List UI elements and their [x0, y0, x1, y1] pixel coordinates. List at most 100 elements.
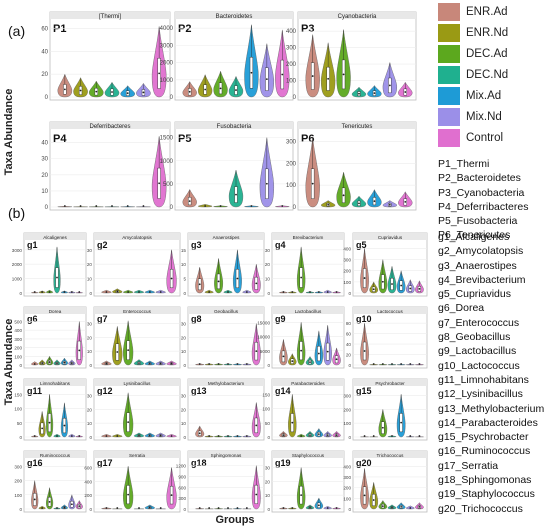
panel-title: Sphingomonas — [211, 453, 242, 458]
panel-strip — [353, 451, 427, 458]
median-dot — [116, 507, 119, 509]
genus-name: g14_Parabacteroides — [438, 416, 538, 429]
median-dot — [388, 84, 391, 87]
median-dot — [255, 493, 258, 496]
median-dot — [70, 435, 73, 437]
median-dot — [127, 291, 130, 293]
genus-name: g7_Enterococcus — [438, 316, 520, 329]
panel-frame — [271, 232, 345, 297]
panel-strip — [175, 122, 293, 129]
y-tick-label: 0 — [267, 363, 270, 368]
median-dot — [138, 362, 140, 365]
panel-strip — [188, 233, 264, 240]
median-dot — [342, 194, 345, 197]
y-tick-label: 10 — [87, 277, 93, 282]
y-tick-label: 400 — [14, 328, 22, 333]
panel-frame — [23, 378, 87, 441]
y-tick-label: 40 — [41, 141, 48, 147]
panel-title: Staphylococcus — [292, 453, 325, 458]
median-dot — [418, 287, 421, 290]
y-tick-label: 15 — [181, 248, 187, 253]
panel-strip — [272, 307, 344, 314]
median-dot — [381, 505, 384, 508]
panel-title: Parabacteroides — [291, 381, 325, 386]
median-dot — [208, 435, 211, 437]
median-dot — [363, 350, 366, 352]
median-dot — [158, 72, 161, 75]
median-dot — [188, 90, 191, 93]
median-dot — [33, 291, 36, 293]
median-dot — [198, 432, 201, 435]
median-dot — [255, 350, 258, 353]
panel-title: Cyanobacteria — [338, 14, 377, 20]
y-tick-label: 0 — [267, 291, 270, 296]
median-dot — [300, 349, 303, 352]
median-dot — [358, 92, 360, 95]
y-tick-label: 100 — [286, 79, 297, 85]
y-tick-label: 300 — [286, 140, 297, 146]
y-tick-label: 200 — [14, 479, 22, 484]
median-dot — [63, 361, 66, 364]
y-tick-label: 0 — [267, 507, 270, 512]
genus-name: g18_Sphingomonas — [438, 474, 532, 487]
y-tick-label: 30 — [181, 322, 187, 327]
median-dot — [372, 363, 375, 365]
y-tick-label: 20 — [181, 407, 187, 412]
y-tick-label: 200 — [286, 161, 297, 167]
y-tick-label: 400 — [343, 246, 351, 251]
y-tick-label: 300 — [286, 46, 297, 52]
phylum-name: P6_Tenericutes — [438, 229, 511, 242]
genus-name: g5_Cupriavidus — [438, 288, 511, 301]
median-dot — [309, 361, 311, 364]
median-dot — [63, 424, 66, 427]
panel-id-label: g3 — [191, 240, 202, 250]
median-dot — [78, 435, 81, 437]
panel-id-label: g13 — [191, 386, 207, 396]
panel-g7: Enterococcus g7 0 10 20 30 — [87, 306, 181, 369]
y-tick-label: 150 — [14, 392, 22, 397]
panel-id-label: g17 — [97, 458, 113, 468]
panel-title: Lactobacillus — [295, 309, 322, 314]
panel-id-label: g16 — [27, 458, 43, 468]
median-dot — [159, 434, 162, 437]
panel-id-label: g1 — [27, 240, 38, 250]
median-dot — [63, 506, 66, 509]
y-tick-label: 5000 — [260, 349, 271, 354]
median-dot — [235, 89, 237, 91]
panel-g8: Geobacillus g8 0 10 20 30 — [181, 306, 265, 369]
median-dot — [148, 362, 151, 365]
median-dot — [127, 421, 130, 424]
median-dot — [326, 350, 329, 353]
median-dot — [373, 92, 376, 95]
median-dot — [217, 507, 220, 509]
y-tick-label: 15000 — [257, 320, 270, 325]
median-dot — [78, 505, 81, 508]
panel-g1: Alcaligenes g1 0 1000 2000 3000 — [12, 232, 87, 297]
y-tick-label: 10 — [41, 189, 48, 195]
median-dot — [317, 352, 320, 355]
median-dot — [41, 507, 44, 509]
panel-strip — [24, 307, 86, 314]
genus-name: g19_Staphylococcus — [438, 488, 535, 501]
median-dot — [204, 205, 207, 207]
legend-item-control: Control — [438, 128, 550, 148]
phylum-name: P5_Fusobacteria — [438, 215, 518, 228]
panel-title: Anaerostipes — [213, 235, 241, 240]
median-dot — [235, 193, 237, 196]
genus-name: g17_Serratia — [438, 459, 499, 472]
panel-title: Dorea — [49, 309, 62, 314]
panel-id-label: g7 — [97, 314, 108, 324]
y-tick-label: 20 — [41, 72, 48, 78]
panel-title: Methylobacterium — [208, 381, 244, 386]
median-dot — [300, 494, 303, 497]
panel-p3: Cyanobacteria P3 0 100 200 300 400 — [286, 11, 417, 101]
median-dot — [265, 78, 268, 81]
legend: ENR.Ad ENR.Nd DEC.Ad DEC.Nd Mix.Ad Mix.Nd Cont… — [438, 2, 550, 149]
y-tick-label: 0 — [293, 205, 297, 211]
median-dot — [41, 291, 44, 293]
y-tick-label: 10 — [265, 493, 271, 498]
legend-label: Control — [466, 132, 504, 144]
median-dot — [391, 363, 393, 365]
